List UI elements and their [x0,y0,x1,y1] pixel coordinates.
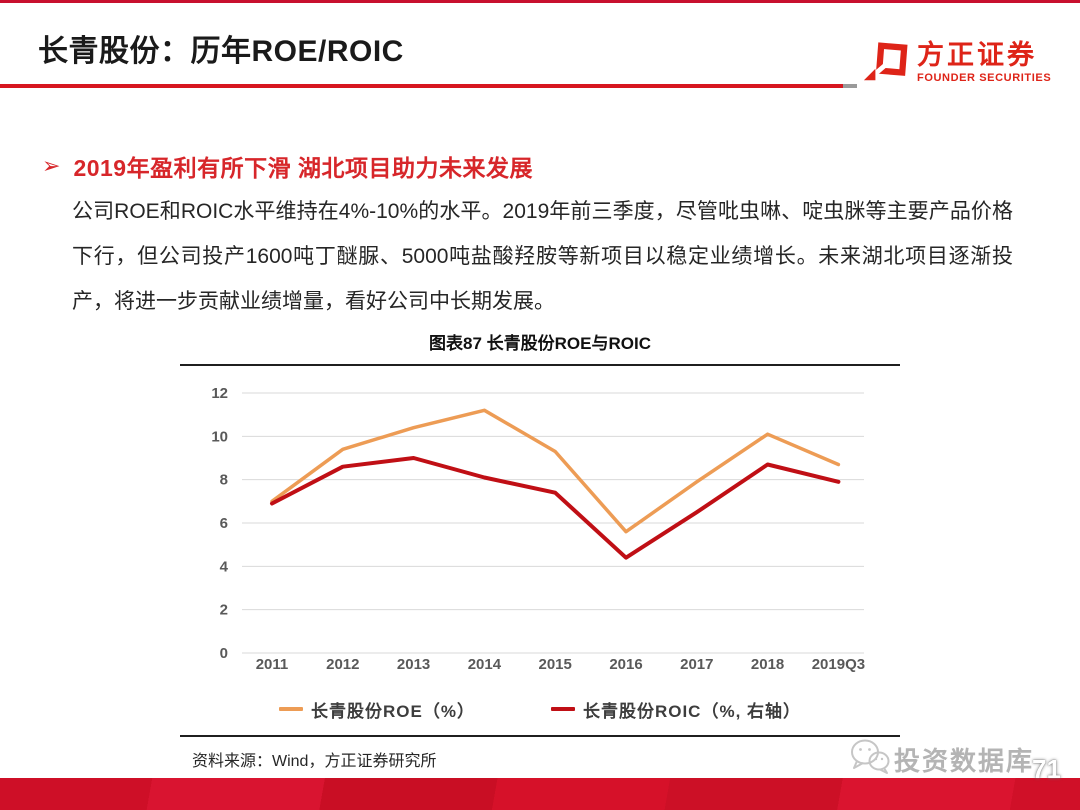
watermark-text: 投资数据库 [894,746,1035,776]
svg-text:0: 0 [220,645,228,662]
logo-cube-icon [862,40,908,89]
logo-name-en: FOUNDER SECURITIES [917,72,1052,84]
figure-source: 资料来源：Wind，方正证券研究所 [192,753,437,770]
page-number: 71 [1032,754,1061,784]
svg-text:12: 12 [211,385,228,402]
svg-text:2013: 2013 [397,656,430,673]
header-rule-tip [843,84,857,88]
svg-text:8: 8 [220,472,228,489]
legend-item-roe: 长青股份ROE（%） [278,697,475,722]
watermark: 投资数据库 [850,738,1034,781]
arrow-bullet-icon: ➢ [42,153,61,178]
y-axis-labels: 0 2 4 6 8 10 12 [211,385,228,662]
header-rule [0,84,843,88]
legend-swatch-roic [550,707,575,711]
figure: 图表87 长青股份ROE与ROIC 0 2 4 6 8 10 12 2011 2012 2013 2… [180,330,900,771]
svg-text:2016: 2016 [609,656,642,673]
roe-line [270,408,841,534]
legend-swatch-roe [278,707,303,711]
svg-text:10: 10 [211,428,228,445]
svg-text:2017: 2017 [680,656,713,673]
roic-line [270,456,841,560]
legend-item-roic: 长青股份ROIC（%, 右轴） [550,697,802,722]
svg-text:2: 2 [220,602,228,619]
body-paragraph: 公司ROE和ROIC水平维持在4%-10%的水平。2019年前三季度，尽管吡虫啉… [72,200,1013,313]
svg-text:2012: 2012 [326,656,359,673]
svg-text:2018: 2018 [751,656,784,673]
chart-frame: 0 2 4 6 8 10 12 2011 2012 2013 2014 2015 2016 2017 201… [180,364,900,737]
svg-text:2011: 2011 [256,656,289,673]
top-accent-line [0,0,1080,3]
bottom-bar [0,778,1080,810]
figure-title: 图表87 长青股份ROE与ROIC [429,334,651,353]
x-axis-labels: 2011 2012 2013 2014 2015 2016 2017 2018 2019Q3 [256,656,865,673]
chart-legend: 长青股份ROE（%） 长青股份ROIC（%, 右轴） [180,683,900,735]
legend-label-roic: 长青股份ROIC（%, 右轴） [582,701,802,721]
logo-name-cn: 方正证券 [917,40,1037,70]
section-heading: 2019年盈利有所下滑 湖北项目助力未来发展 [73,155,533,181]
page-title: 长青股份：历年ROE/ROIC [38,35,404,68]
section-heading-row: ➢ 2019年盈利有所下滑 湖北项目助力未来发展 [42,149,533,183]
founder-securities-logo: 方正证券 FOUNDER SECURITIES [862,40,1051,89]
svg-text:2014: 2014 [468,656,502,673]
legend-label-roe: 长青股份ROE（%） [310,701,475,721]
gridlines [242,392,864,654]
svg-text:6: 6 [220,515,228,532]
svg-text:2015: 2015 [539,656,572,673]
svg-text:4: 4 [220,558,229,575]
svg-text:2019Q3: 2019Q3 [812,656,865,673]
logo-text: 方正证券 FOUNDER SECURITIES [917,40,1051,84]
wechat-icon [850,738,890,781]
